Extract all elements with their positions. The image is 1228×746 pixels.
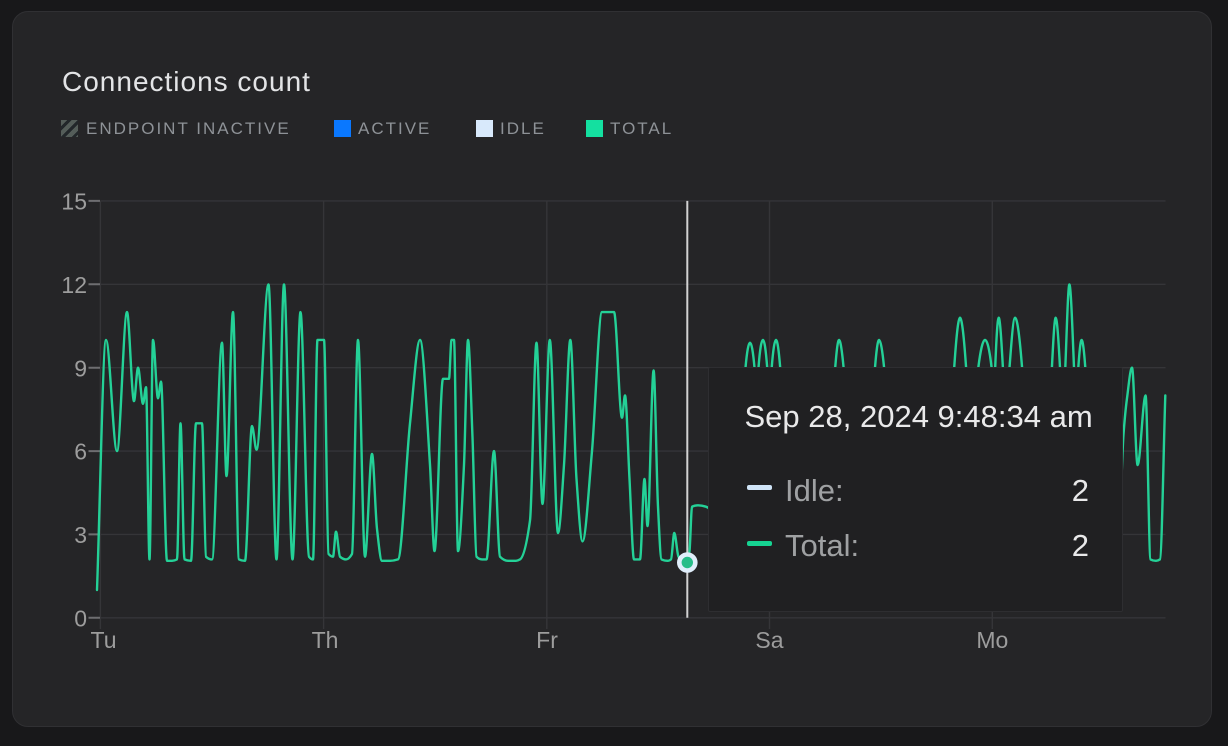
- svg-text:15: 15: [61, 189, 87, 215]
- svg-text:3: 3: [74, 522, 87, 548]
- svg-text:0: 0: [74, 605, 87, 631]
- svg-text:Fr: Fr: [536, 627, 558, 653]
- svg-text:Mo: Mo: [976, 627, 1008, 653]
- svg-text:Th: Th: [312, 627, 339, 653]
- svg-text:9: 9: [74, 355, 87, 381]
- svg-text:Tu: Tu: [91, 627, 117, 653]
- svg-text:12: 12: [61, 272, 87, 298]
- svg-text:Sa: Sa: [755, 627, 783, 653]
- svg-text:6: 6: [74, 439, 87, 465]
